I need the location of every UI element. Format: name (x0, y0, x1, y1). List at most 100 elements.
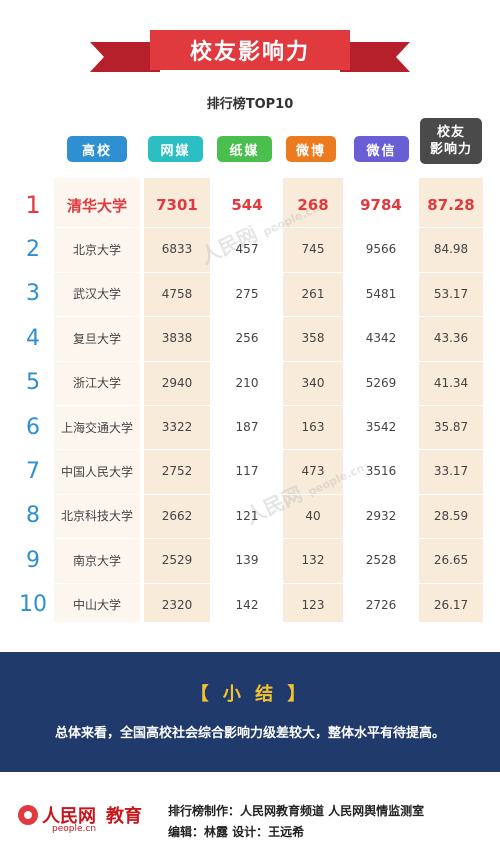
table-row: 4 复旦大学 3838 256 358 4342 43.36 (0, 316, 500, 360)
summary-title: 【 小 结 】 (190, 684, 310, 705)
cell-school: 上海交通大学 (60, 420, 133, 435)
cell-web: 2320 (161, 597, 193, 612)
people-logo-icon (18, 805, 38, 825)
row-divider (54, 493, 484, 495)
cell-paper: 210 (235, 375, 259, 390)
cell-school: 复旦大学 (72, 331, 121, 346)
cell-school: 武汉大学 (72, 287, 121, 302)
cell-paper: 544 (231, 196, 263, 214)
cell-rank: 4 (26, 325, 40, 351)
cell-school: 北京科技大学 (60, 509, 133, 524)
cell-paper: 187 (235, 420, 259, 434)
cell-wechat: 2932 (365, 508, 397, 523)
cell-score: 26.65 (433, 553, 469, 568)
row-divider (54, 360, 484, 362)
cell-wechat: 9784 (360, 196, 402, 214)
cell-wechat: 5481 (365, 286, 397, 301)
cell-weibo: 745 (301, 242, 325, 257)
table-row: 9 南京大学 2529 139 132 2528 26.65 (0, 538, 500, 582)
cell-paper: 139 (235, 553, 259, 568)
table-row: 5 浙江大学 2940 210 340 5269 41.34 (0, 361, 500, 405)
cell-wechat: 2528 (365, 553, 397, 568)
page-subtitle: 排行榜TOP10 (206, 97, 294, 112)
cell-score: 43.36 (433, 331, 469, 346)
row-divider (54, 316, 484, 318)
cell-web: 2940 (161, 375, 193, 390)
cell-weibo: 40 (305, 508, 321, 523)
cell-wechat: 5269 (365, 375, 397, 390)
cell-paper: 275 (235, 286, 259, 301)
cell-paper: 121 (235, 508, 259, 523)
table-row: 3 武汉大学 4758 275 261 5481 53.17 (0, 272, 500, 316)
column-header-wechat: 微信 (354, 136, 409, 162)
cell-wechat: 3542 (365, 420, 397, 434)
cell-wechat: 9566 (365, 242, 397, 257)
cell-score: 26.17 (433, 597, 469, 612)
cell-weibo: 340 (301, 375, 325, 390)
cell-web: 2529 (161, 553, 193, 568)
score-column-bg (419, 178, 483, 622)
cell-web: 2662 (161, 508, 193, 523)
score-header-line1: 校友 (436, 125, 465, 140)
cell-rank: 1 (25, 191, 41, 219)
cell-web: 3322 (161, 420, 193, 434)
title-banner: 校友影响力 (0, 30, 500, 80)
cell-weibo: 123 (301, 597, 325, 612)
cell-paper: 457 (235, 242, 259, 257)
column-header-web: 网媒 (148, 136, 203, 162)
cell-school: 北京大学 (72, 242, 121, 257)
column-header-score: 校友 影响力 (420, 118, 482, 164)
school-column-bg (54, 178, 140, 622)
row-divider (54, 405, 484, 406)
cell-school: 中山大学 (72, 598, 121, 613)
summary-box: 【 小 结 】 总体来看，全国高校社会综合影响力级差较大，整体水平有待提高。 (0, 652, 500, 772)
banner-ribbon-right (340, 42, 410, 72)
row-divider (54, 538, 484, 540)
table-row: 2 北京大学 6833 457 745 9566 84.98 (0, 227, 500, 271)
row-divider (54, 582, 484, 584)
page-title: 校友影响力 (150, 30, 350, 70)
weibo-column-bg (283, 178, 343, 622)
cell-score: 33.17 (433, 464, 469, 479)
cell-paper: 117 (235, 464, 259, 479)
cell-score: 53.17 (433, 286, 469, 301)
cell-school: 中国人民大学 (60, 464, 133, 479)
logo-text: 人民网 (42, 806, 96, 827)
cell-web: 3838 (161, 331, 193, 346)
cell-rank: 5 (26, 370, 40, 396)
table-row: 7 中国人民大学 2752 117 473 3516 33.17 (0, 449, 500, 493)
table-row: 1 清华大学 7301 544 268 9784 87.28 (0, 183, 500, 227)
cell-rank: 10 (19, 592, 47, 618)
cell-school: 南京大学 (72, 553, 121, 568)
cell-weibo: 163 (301, 420, 325, 434)
column-header-paper: 纸媒 (217, 136, 272, 162)
cell-score: 41.34 (433, 375, 469, 390)
cell-score: 28.59 (433, 508, 469, 523)
cell-school: 浙江大学 (72, 376, 121, 391)
cell-wechat: 3516 (365, 464, 397, 479)
cell-wechat: 4342 (365, 331, 397, 346)
credits-editor: 编辑：林露 设计：王远希 (168, 825, 305, 839)
logo-channel: 教育 (106, 806, 142, 827)
cell-weibo: 261 (301, 286, 325, 301)
logo-domain: people.cn (52, 824, 97, 834)
cell-school: 清华大学 (66, 196, 127, 215)
web-column-bg (144, 178, 210, 622)
cell-score: 35.87 (433, 420, 469, 434)
cell-rank: 6 (26, 414, 40, 440)
people-logo: 人民网 people.cn 教育 (18, 802, 142, 834)
cell-rank: 8 (26, 503, 40, 529)
cell-rank: 7 (26, 458, 40, 484)
score-header-line2: 影响力 (429, 142, 472, 157)
cell-rank: 9 (26, 547, 40, 573)
cell-rank: 2 (26, 236, 40, 262)
cell-weibo: 473 (301, 464, 325, 479)
footer: 人民网 people.cn 教育 排行榜制作：人民网教育频道 人民网舆情监测室 … (0, 772, 500, 867)
cell-rank: 3 (26, 281, 40, 307)
column-header-school: 高校 (67, 136, 127, 162)
row-divider (54, 449, 484, 451)
credits-producer: 排行榜制作：人民网教育频道 人民网舆情监测室 (168, 804, 425, 818)
cell-web: 7301 (156, 196, 198, 214)
table-row: 10 中山大学 2320 142 123 2726 26.17 (0, 583, 500, 627)
cell-weibo: 132 (301, 553, 325, 568)
